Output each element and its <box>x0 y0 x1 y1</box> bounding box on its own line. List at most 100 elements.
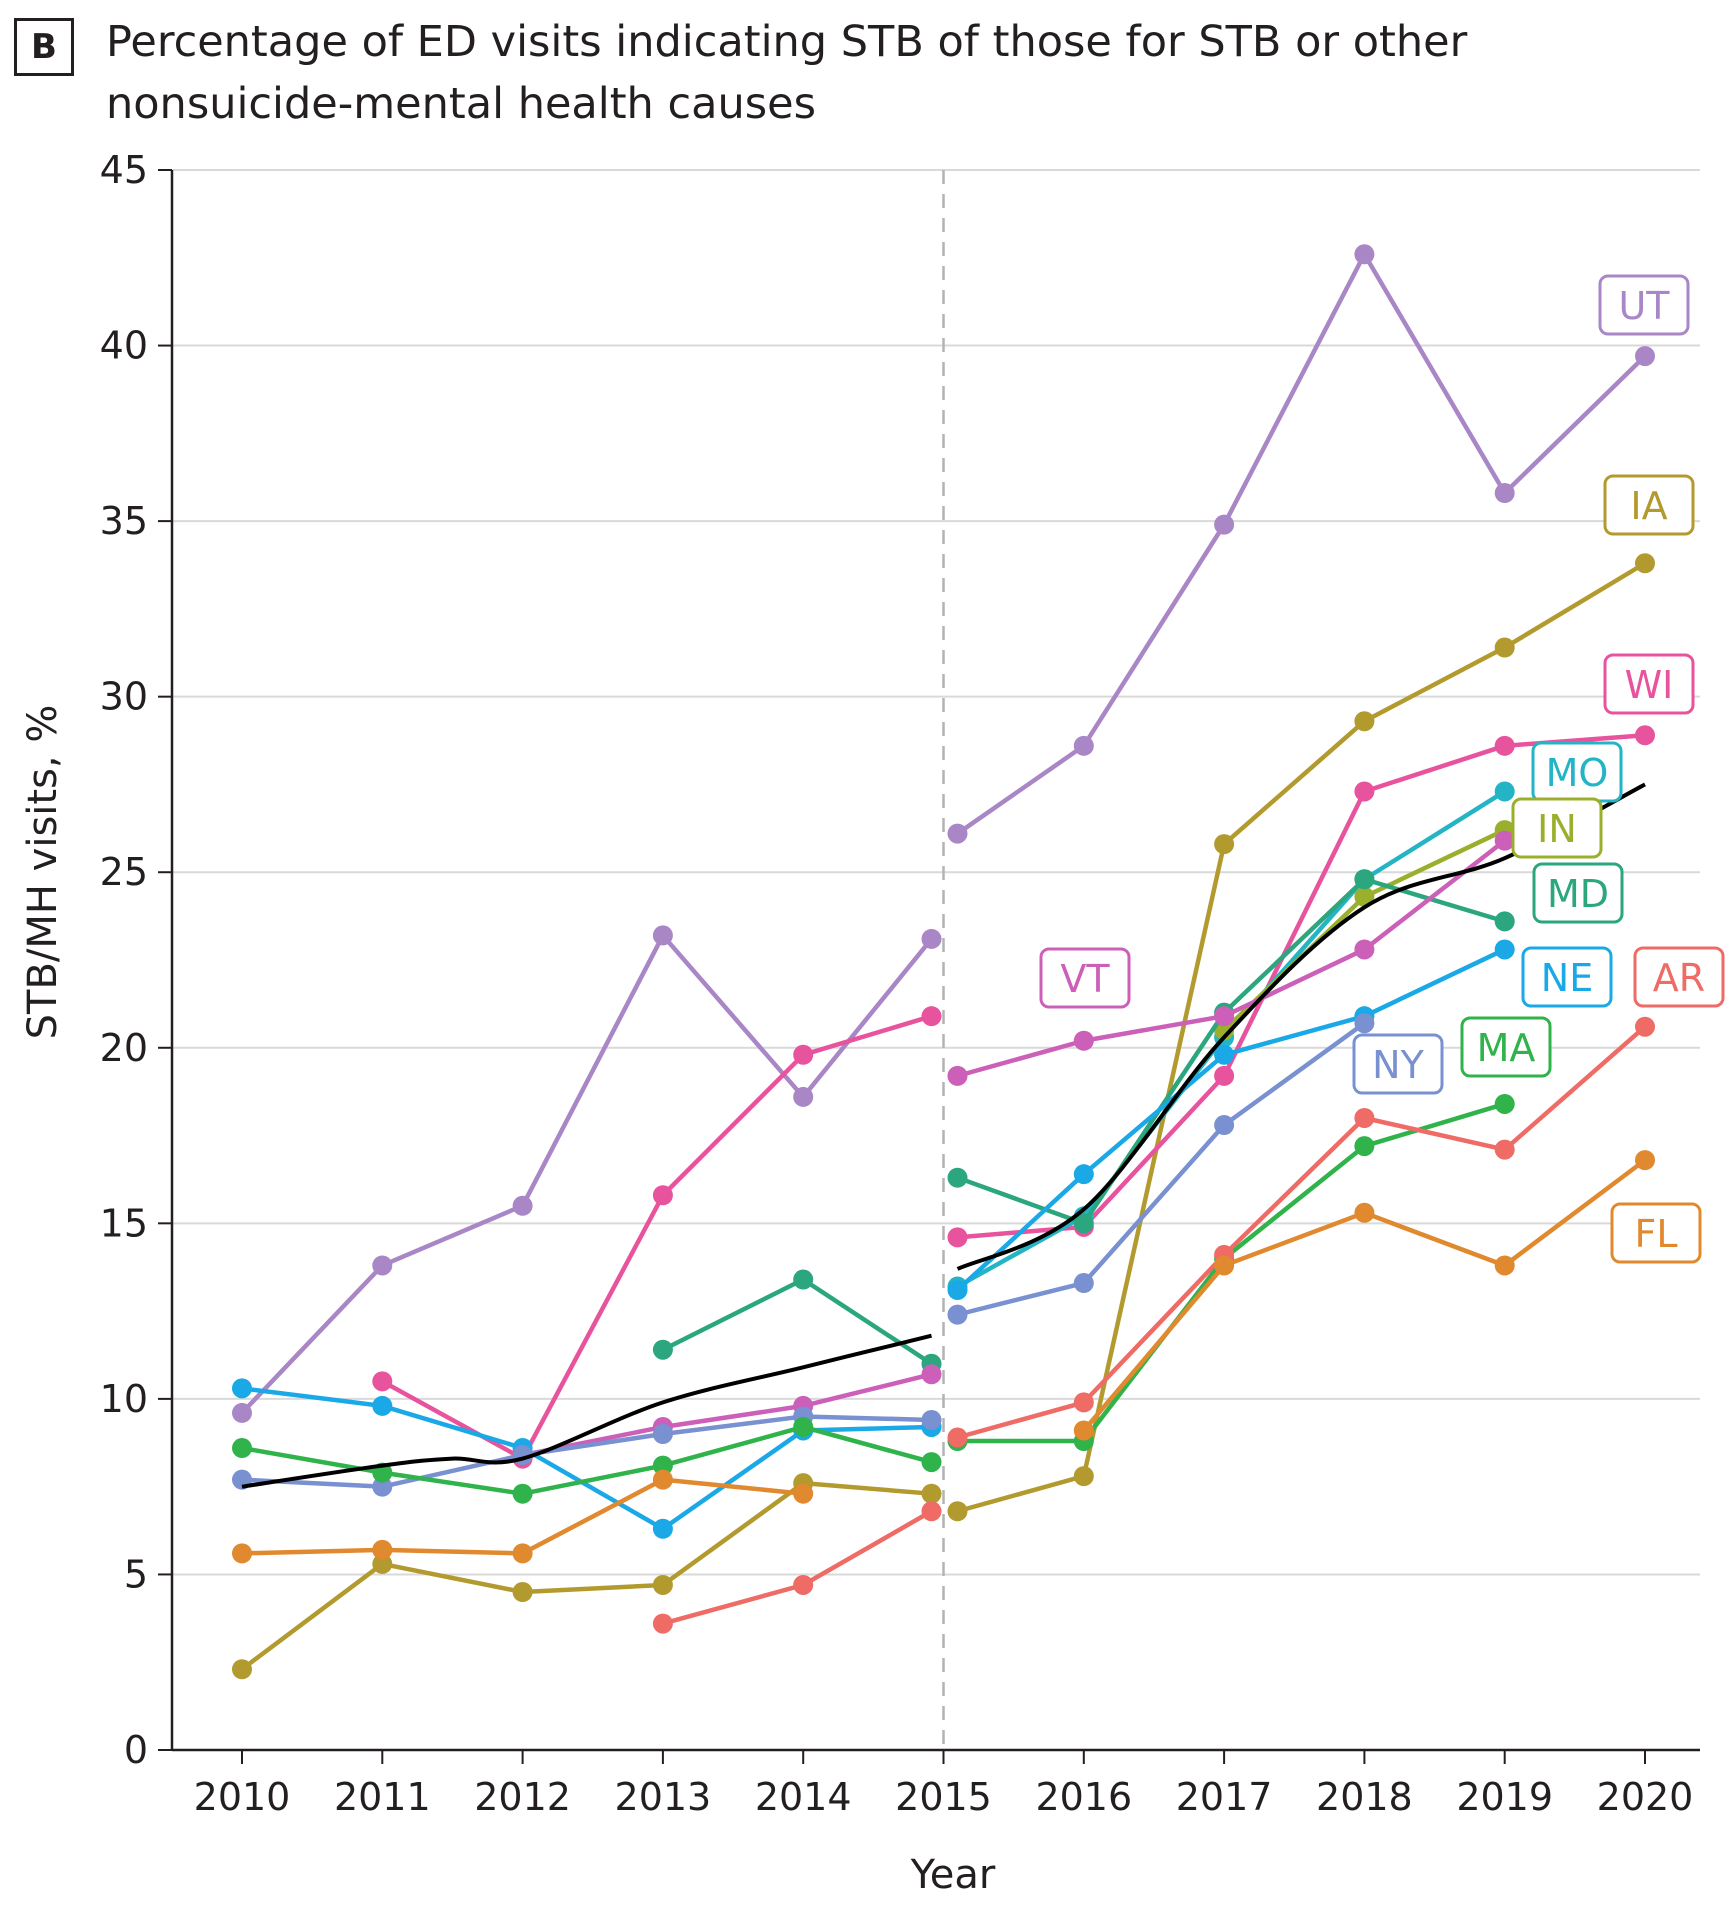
series-line-ny <box>241 1414 932 1489</box>
data-point-fl <box>1073 1420 1094 1441</box>
axes: 0 5 10 15 20 25 30 35 40 45 2010 2011 2012 2013 2014 20… <box>100 148 1700 1819</box>
data-point-wi <box>1494 735 1515 756</box>
data-point-ia <box>372 1553 393 1574</box>
data-point-fl <box>1354 1202 1375 1223</box>
data-point-ma <box>512 1483 533 1504</box>
data-point-ut <box>652 925 673 946</box>
series-line-ar <box>662 1509 933 1626</box>
data-point-ny <box>1073 1273 1094 1294</box>
data-point-ia <box>1214 834 1235 855</box>
data-point-vt <box>1494 830 1515 851</box>
data-point-ut <box>232 1402 252 1423</box>
data-point-ut <box>1214 514 1235 535</box>
data-point-ia <box>947 1501 968 1522</box>
state-label-text: WI <box>1625 663 1674 707</box>
x-tick-label: 2017 <box>1176 1775 1273 1819</box>
data-point-ut <box>1635 346 1655 367</box>
state-label-ut: UT <box>1598 274 1690 336</box>
state-label-text: UT <box>1618 284 1670 328</box>
data-point-fl <box>512 1543 533 1564</box>
data-point-ia <box>921 1483 942 1504</box>
x-tick-label: 2020 <box>1597 1775 1694 1819</box>
series-line-ut <box>956 252 1647 836</box>
series-lines <box>232 244 1655 1680</box>
data-point-ma <box>921 1452 942 1473</box>
series-line-ut <box>240 933 934 1415</box>
state-label-box <box>1610 1202 1702 1264</box>
data-point-ia <box>1635 553 1655 574</box>
data-point-ar <box>652 1613 673 1634</box>
series-line-ne <box>241 1386 932 1532</box>
state-label-box <box>1521 946 1613 1008</box>
series-line-fl <box>1082 1158 1647 1432</box>
state-label-text: MD <box>1547 872 1609 916</box>
data-point-ia <box>1073 1466 1094 1487</box>
data-point-ut <box>1073 735 1094 756</box>
data-point-ar <box>1635 1016 1655 1037</box>
state-label-text: NY <box>1372 1043 1424 1087</box>
series-ny <box>232 1013 1375 1497</box>
data-point-ny <box>1214 1115 1235 1136</box>
data-point-wi <box>652 1185 673 1206</box>
x-tick-label: 2018 <box>1316 1775 1413 1819</box>
data-point-fl <box>232 1543 252 1564</box>
series-ne <box>232 939 1515 1539</box>
data-point-fl <box>652 1469 673 1490</box>
data-point-ia <box>232 1659 252 1680</box>
data-point-fl <box>1214 1255 1235 1276</box>
x-tick-label: 2019 <box>1456 1775 1553 1819</box>
data-point-ia <box>1354 711 1375 732</box>
y-tick-label: 40 <box>100 324 148 368</box>
data-point-wi <box>921 1006 942 1027</box>
x-tick-label: 2010 <box>194 1775 291 1819</box>
data-point-ne <box>1494 939 1515 960</box>
gridlines <box>172 169 1700 1576</box>
series-ut <box>232 244 1655 1423</box>
y-tick-label: 5 <box>124 1552 148 1596</box>
data-point-fl <box>793 1483 814 1504</box>
state-labels: UT IA WI MO IN MD VT NE AR NY MA FL <box>1039 274 1725 1264</box>
state-label-text: AR <box>1653 956 1705 1000</box>
data-point-ne <box>947 1280 968 1301</box>
data-point-fl <box>372 1539 393 1560</box>
data-point-wi <box>947 1227 968 1248</box>
data-point-ne <box>1073 1164 1094 1185</box>
state-label-box <box>1633 946 1725 1008</box>
state-label-fl: FL <box>1610 1202 1702 1264</box>
data-point-ar <box>1354 1108 1375 1128</box>
data-point-md <box>793 1269 814 1290</box>
series-line-md <box>661 1277 933 1366</box>
data-point-vt <box>1073 1030 1094 1051</box>
state-label-text: MO <box>1546 751 1609 795</box>
state-label-text: VT <box>1060 957 1110 1001</box>
data-point-ar <box>793 1574 814 1595</box>
state-label-text: IN <box>1537 807 1577 851</box>
state-label-box <box>1603 653 1695 715</box>
data-point-in <box>1354 886 1375 907</box>
x-tick-label: 2013 <box>615 1775 712 1819</box>
data-point-vt <box>1214 1006 1235 1027</box>
data-point-wi <box>793 1044 814 1065</box>
state-label-ar: AR <box>1633 946 1725 1008</box>
state-label-box <box>1352 1033 1444 1095</box>
data-point-ut <box>1494 483 1515 504</box>
state-label-ne: NE <box>1521 946 1613 1008</box>
y-tick-label: 25 <box>100 850 148 894</box>
x-tick-label: 2014 <box>755 1775 852 1819</box>
state-label-mo: MO <box>1531 741 1623 803</box>
state-label-ny: NY <box>1352 1033 1444 1095</box>
data-point-mo <box>1494 781 1515 802</box>
data-point-in <box>1214 1020 1235 1041</box>
data-point-ia <box>512 1582 533 1602</box>
y-tick-label: 45 <box>100 148 148 192</box>
data-point-md <box>947 1167 968 1188</box>
state-label-wi: WI <box>1603 653 1695 715</box>
data-point-ar <box>947 1427 968 1448</box>
series-line-vt <box>522 1372 933 1458</box>
series-line-ia <box>956 561 1647 1514</box>
x-tick-label: 2012 <box>474 1775 571 1819</box>
data-point-ny <box>1354 1013 1375 1034</box>
data-point-ny <box>652 1424 673 1444</box>
state-label-text: MA <box>1477 1026 1536 1070</box>
